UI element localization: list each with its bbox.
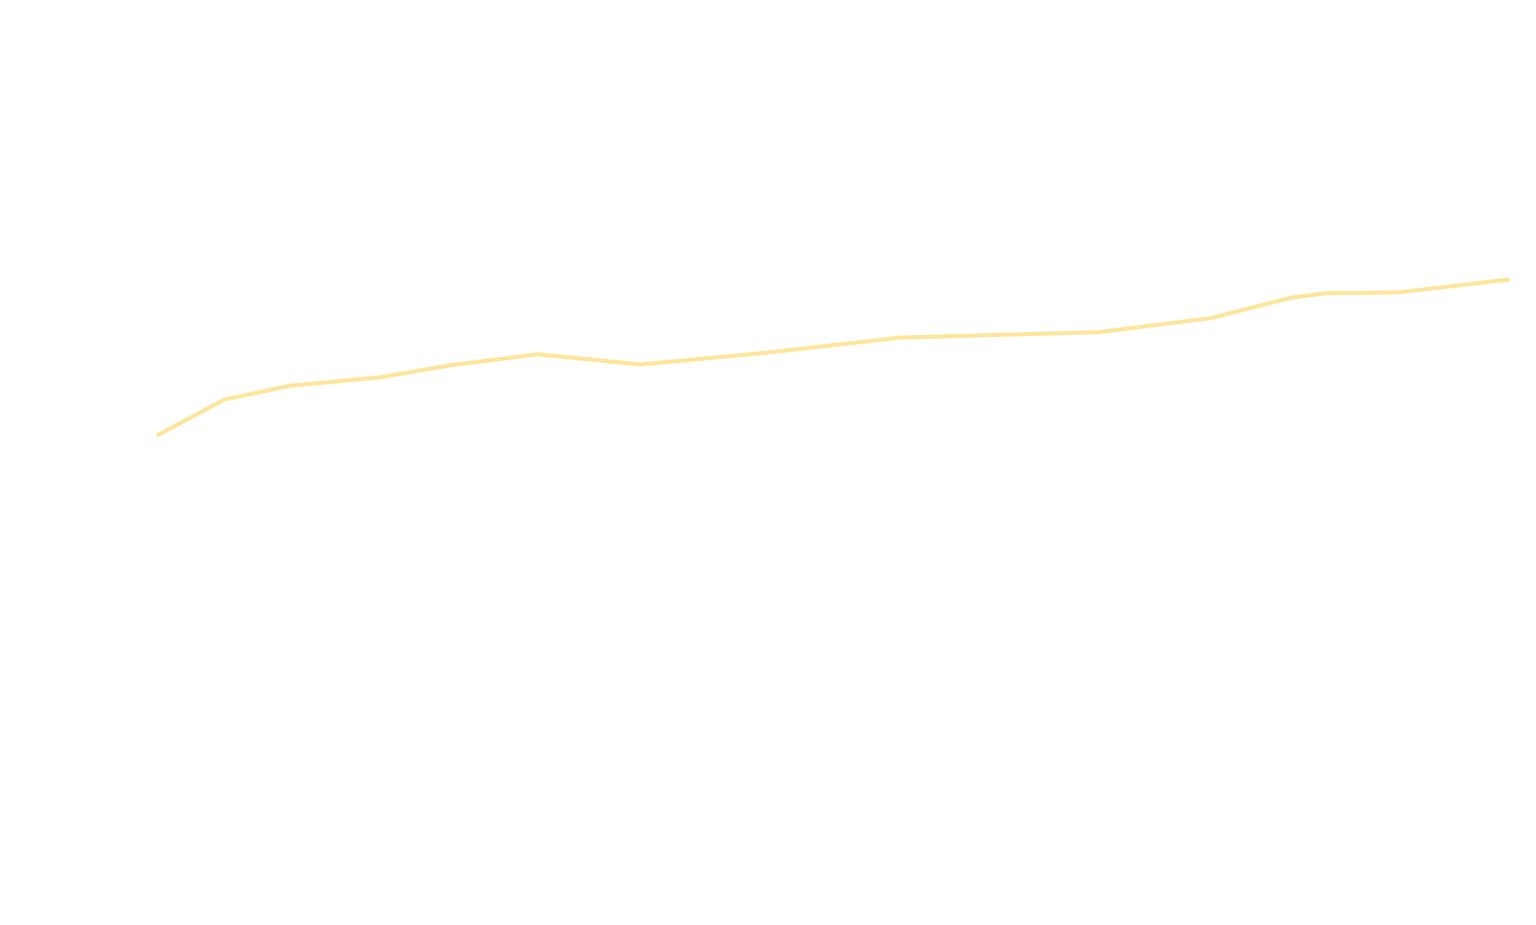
data-line	[155, 277, 1511, 438]
